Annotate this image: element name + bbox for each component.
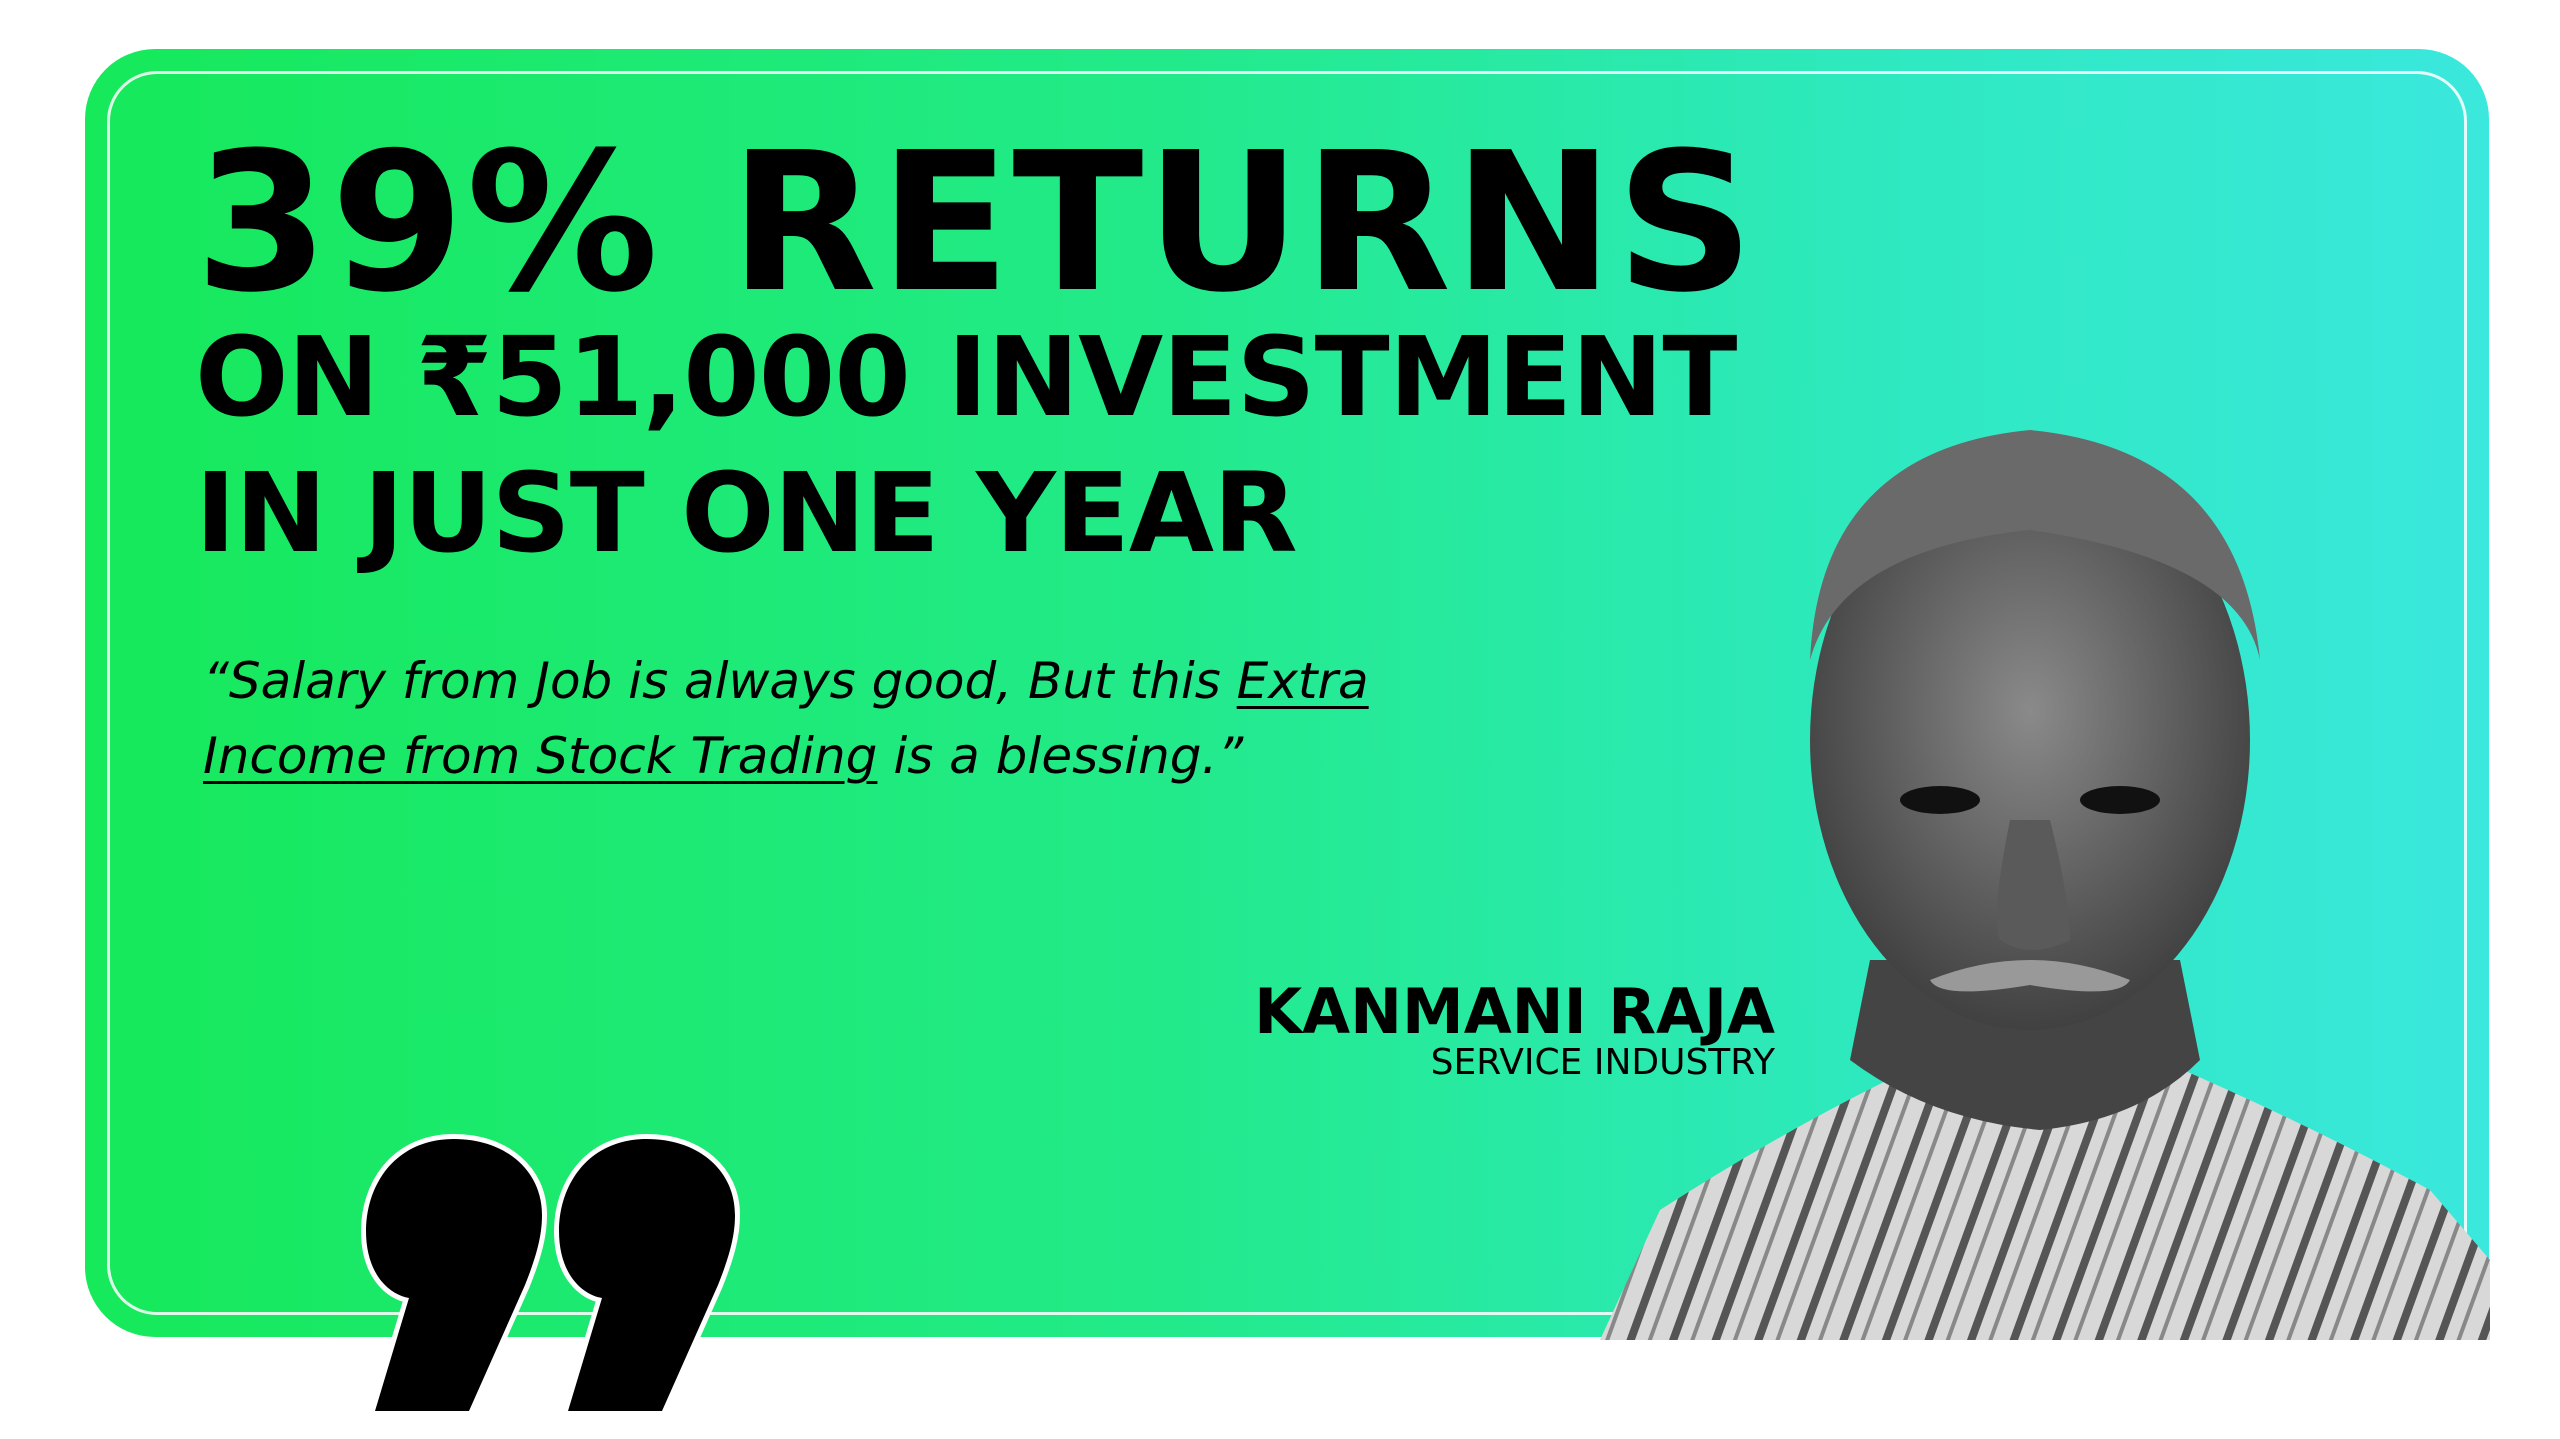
quote-highlight: Extra Income from Stock Trading xyxy=(203,652,1369,785)
person-photo xyxy=(1600,430,2490,1340)
headline-investment: ON ₹51,000 INVESTMENT xyxy=(195,313,1737,441)
testimonial-quote: “Salary from Job is always good, But thi… xyxy=(203,644,1553,794)
person-role: SERVICE INDUSTRY xyxy=(1430,1042,1775,1083)
person-name: KANMANI RAJA xyxy=(1254,975,1775,1048)
quote-text-end: is a blessing.” xyxy=(877,727,1244,785)
card-inner-border xyxy=(107,71,2467,1315)
closing-quote-icon xyxy=(360,1133,741,1416)
quote-text-start: “Salary from Job is always good, But thi… xyxy=(203,652,1237,710)
headline-duration: IN JUST ONE YEAR xyxy=(195,449,1298,577)
headline-returns: 39% RETURNS xyxy=(195,112,1757,335)
